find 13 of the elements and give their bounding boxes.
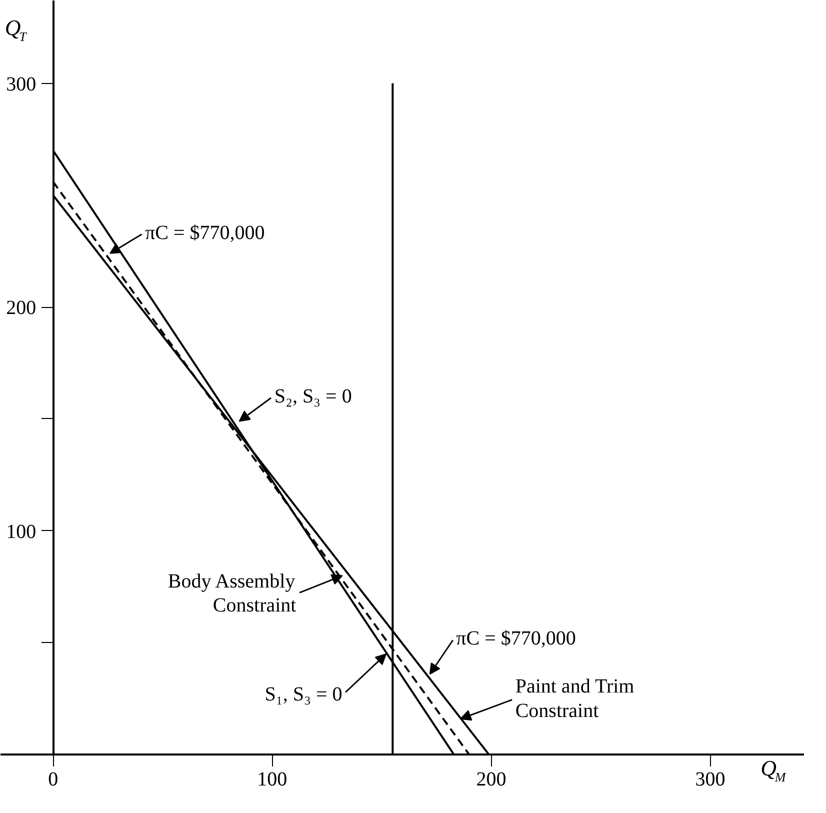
annotation: S₁, S₃ = 0 bbox=[264, 683, 342, 706]
annotation: πC = $770,000 bbox=[145, 222, 265, 244]
annotation: Paint and Trim Constraint bbox=[515, 676, 635, 722]
x-tick-label: 100 bbox=[257, 768, 288, 791]
y-tick-label: 100 bbox=[6, 520, 36, 543]
annotation: S₂, S₃ = 0 bbox=[274, 386, 352, 408]
x-tick-label: 300 bbox=[695, 768, 726, 791]
y-tick-label: 300 bbox=[6, 73, 36, 96]
x-tick-label: 200 bbox=[476, 768, 506, 791]
y-tick-label: 200 bbox=[6, 297, 36, 320]
annotation: Body Assembly Constraint bbox=[168, 570, 297, 617]
annotation: πC = $770,000 bbox=[456, 627, 576, 650]
x-tick-label: 0 bbox=[48, 768, 58, 791]
